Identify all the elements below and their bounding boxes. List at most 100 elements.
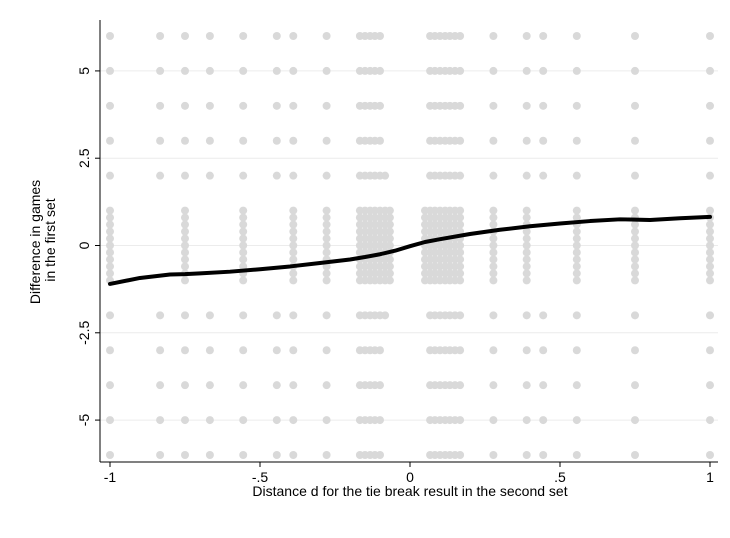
- scatter-point: [489, 66, 498, 75]
- scatter-point: [706, 416, 714, 425]
- scatter-point: [489, 248, 498, 257]
- scatter-point: [631, 276, 639, 285]
- scatter-point: [272, 66, 281, 75]
- scatter-point: [322, 311, 331, 320]
- scatter-point: [239, 66, 248, 75]
- scatter-point: [489, 206, 498, 215]
- scatter-point: [572, 276, 581, 285]
- scatter-point: [539, 66, 548, 75]
- y-tick-label: 2.5: [76, 148, 92, 168]
- scatter-point: [376, 346, 384, 355]
- scatter-point: [489, 136, 498, 145]
- scatter-point: [322, 227, 331, 236]
- y-axis-label-line-2: in the first set: [42, 198, 58, 281]
- scatter-point: [706, 171, 714, 180]
- y-tick-label: 0: [76, 241, 92, 249]
- scatter-point: [156, 136, 165, 145]
- scatter-point: [106, 220, 114, 229]
- scatter-point: [322, 206, 331, 215]
- scatter-point: [385, 241, 394, 250]
- scatter-point: [572, 262, 581, 271]
- scatter-point: [631, 381, 639, 390]
- scatter-point: [385, 262, 394, 271]
- x-tick-label: -1: [104, 469, 117, 485]
- scatter-point: [181, 255, 189, 264]
- scatter-point: [572, 234, 581, 243]
- scatter-point: [322, 213, 331, 222]
- scatter-point: [181, 136, 189, 145]
- scatter-point: [376, 416, 384, 425]
- scatter-point: [456, 276, 465, 285]
- scatter-point: [106, 269, 114, 278]
- scatter-point: [522, 101, 531, 110]
- scatter-point: [522, 269, 531, 278]
- scatter-point: [322, 136, 331, 145]
- scatter-point: [489, 381, 498, 390]
- scatter-point: [631, 32, 639, 40]
- scatter-point: [631, 269, 639, 278]
- scatter-point: [572, 32, 581, 40]
- scatter-point: [456, 32, 465, 40]
- scatter-point: [181, 234, 189, 243]
- scatter-point: [572, 451, 581, 459]
- scatter-point: [706, 241, 714, 250]
- scatter-point: [631, 220, 639, 229]
- scatter-point: [239, 346, 248, 355]
- scatter-point: [106, 227, 114, 236]
- scatter-point: [289, 311, 298, 320]
- scatter-point: [456, 66, 465, 75]
- scatter-point: [106, 255, 114, 264]
- scatter-point: [539, 32, 548, 40]
- scatter-point: [156, 346, 165, 355]
- scatter-point: [205, 171, 214, 180]
- scatter-point: [522, 241, 531, 250]
- tick-labels: -1 -.5 0 .5 1 5 2.5 0 -2.5 -5: [76, 67, 714, 485]
- scatter-point: [289, 451, 298, 459]
- scatter-point: [522, 136, 531, 145]
- scatter-point: [272, 32, 281, 40]
- scatter-point: [456, 136, 465, 145]
- scatter-point: [289, 346, 298, 355]
- scatter-points: [106, 32, 714, 459]
- scatter-point: [181, 66, 189, 75]
- scatter-point: [322, 248, 331, 257]
- scatter-point: [706, 269, 714, 278]
- scatter-point: [706, 381, 714, 390]
- scatter-point: [522, 276, 531, 285]
- scatter-point: [456, 206, 465, 215]
- scatter-point: [456, 311, 465, 320]
- scatter-point: [322, 381, 331, 390]
- scatter-point: [239, 451, 248, 459]
- y-tick-label: 5: [76, 67, 92, 75]
- scatter-point: [522, 255, 531, 264]
- scatter-point: [205, 32, 214, 40]
- scatter-point: [239, 241, 248, 250]
- y-axis-label-line-1: Difference in games: [27, 180, 43, 304]
- scatter-point: [522, 248, 531, 257]
- scatter-point: [322, 101, 331, 110]
- scatter-point: [489, 269, 498, 278]
- scatter-point: [205, 416, 214, 425]
- scatter-point: [272, 451, 281, 459]
- scatter-point: [181, 32, 189, 40]
- scatter-point: [289, 66, 298, 75]
- scatter-point: [106, 451, 114, 459]
- scatter-point: [106, 32, 114, 40]
- scatter-point: [539, 101, 548, 110]
- scatter-point: [272, 171, 281, 180]
- scatter-point: [489, 234, 498, 243]
- scatter-point: [631, 241, 639, 250]
- scatter-point: [205, 451, 214, 459]
- scatter-point: [272, 381, 281, 390]
- scatter-point: [239, 136, 248, 145]
- scatter-point: [289, 255, 298, 264]
- scatter-point: [181, 101, 189, 110]
- scatter-point: [631, 346, 639, 355]
- scatter-point: [205, 381, 214, 390]
- scatter-point: [376, 101, 384, 110]
- scatter-point: [106, 346, 114, 355]
- scatter-point: [239, 220, 248, 229]
- scatter-point: [239, 227, 248, 236]
- scatter-point: [572, 101, 581, 110]
- scatter-point: [322, 66, 331, 75]
